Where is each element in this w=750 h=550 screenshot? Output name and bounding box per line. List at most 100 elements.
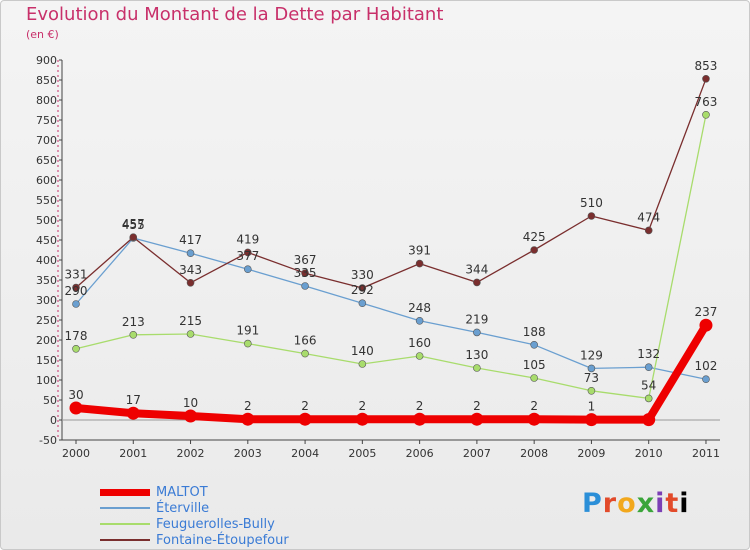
data-label-0: 2: [473, 399, 481, 413]
legend-swatch: [100, 523, 150, 525]
y-tick-label: 850: [36, 74, 57, 87]
data-label-2: 166: [294, 334, 317, 348]
data-point-2: [415, 352, 424, 360]
data-label-1: 132: [637, 347, 660, 361]
data-label-1: 455: [122, 218, 145, 232]
y-tick-label: 50: [43, 394, 57, 407]
logo-letter: P: [582, 488, 603, 519]
data-label-1: 102: [695, 359, 718, 373]
data-point-3: [72, 283, 80, 292]
data-point-0: [470, 412, 484, 426]
y-tick-label: 600: [36, 174, 57, 187]
x-tick-label: 2009: [577, 447, 605, 460]
data-label-2: 215: [179, 314, 202, 328]
data-point-0: [642, 413, 656, 427]
data-point-2: [473, 364, 481, 372]
y-tick-label: 150: [36, 354, 57, 367]
logo-letter: o: [617, 488, 637, 519]
data-point-3: [129, 233, 138, 241]
data-label-0: 1: [588, 400, 596, 414]
data-label-0: 2: [416, 399, 424, 413]
data-point-2: [186, 330, 195, 338]
data-point-2: [644, 394, 653, 403]
y-tick-label: 450: [36, 234, 57, 247]
legend-label: Éterville: [156, 500, 210, 516]
data-label-2: 130: [465, 348, 488, 362]
x-tick-label: 2003: [234, 447, 262, 460]
logo-letter: i: [679, 488, 690, 519]
x-tick-label: 2000: [62, 447, 90, 460]
data-label-0: 2: [530, 399, 538, 413]
data-point-1: [186, 249, 195, 257]
data-label-1: 129: [580, 348, 603, 362]
legend-label: Fontaine-Étoupefour: [156, 532, 289, 548]
data-point-1: [415, 316, 424, 325]
series-line-0: [75, 323, 710, 424]
data-point-1: [644, 363, 653, 372]
y-tick-label: 250: [36, 314, 57, 327]
data-point-3: [301, 269, 309, 278]
data-label-0: 2: [244, 399, 252, 413]
logo-letter: x: [636, 488, 656, 519]
data-point-0: [699, 318, 713, 332]
legend-item: MALTOT: [100, 484, 289, 500]
y-tick-label: 750: [36, 114, 57, 127]
data-label-3: 474: [637, 210, 660, 224]
data-label-0: 2: [359, 399, 367, 413]
data-point-0: [184, 409, 198, 423]
x-tick-label: 2006: [406, 447, 434, 460]
data-point-1: [72, 300, 80, 308]
data-label-1: 188: [523, 325, 546, 339]
data-label-1: 292: [351, 283, 374, 297]
data-point-0: [413, 412, 427, 426]
data-label-1: 248: [408, 301, 431, 315]
legend-item: Éterville: [100, 500, 289, 516]
data-label-3: 331: [65, 268, 88, 282]
x-tick-label: 2007: [463, 447, 491, 460]
series-line-3: [75, 78, 707, 289]
data-label-3: 343: [179, 263, 202, 277]
y-tick-label: 700: [36, 134, 57, 147]
data-label-2: 213: [122, 315, 145, 329]
data-label-3: 853: [695, 59, 718, 73]
series-line-1: [75, 237, 707, 380]
data-label-2: 191: [236, 324, 259, 338]
data-label-0: 10: [183, 396, 198, 410]
data-point-0: [241, 412, 255, 426]
data-point-0: [355, 412, 369, 426]
data-label-2: 763: [695, 95, 718, 109]
x-tick-label: 2002: [177, 447, 205, 460]
proxiti-logo: Proxiti: [582, 488, 690, 519]
data-point-3: [702, 75, 710, 83]
data-label-3: 510: [580, 196, 603, 210]
legend-item: Feuguerolles-Bully: [100, 516, 289, 532]
chart-data-labels: 30 17 10 2 2 2 2 2 2 1237290455417377335292248219…: [65, 59, 718, 414]
y-tick-label: 800: [36, 94, 57, 107]
data-point-2: [244, 339, 252, 348]
x-tick-label: 2004: [291, 447, 319, 460]
data-point-1: [587, 364, 596, 373]
y-tick-label: 650: [36, 154, 57, 167]
data-label-1: 335: [294, 266, 317, 280]
data-point-3: [587, 212, 596, 220]
data-label-2: 140: [351, 344, 374, 358]
data-point-2: [72, 344, 80, 353]
data-point-3: [473, 278, 481, 287]
data-point-2: [301, 349, 309, 358]
data-label-1: 377: [236, 249, 259, 263]
data-label-2: 178: [65, 329, 88, 343]
legend-swatch: [100, 507, 150, 509]
data-label-0: 237: [695, 305, 718, 319]
y-tick-label: 200: [36, 334, 57, 347]
y-tick-label: 100: [36, 374, 57, 387]
legend-swatch: [100, 539, 150, 541]
data-point-2: [129, 330, 138, 339]
y-tick-label: 500: [36, 214, 57, 227]
data-label-3: 391: [408, 244, 431, 258]
data-label-1: 417: [179, 233, 202, 247]
data-point-1: [473, 328, 481, 337]
data-label-3: 457: [122, 217, 145, 231]
data-label-3: 344: [465, 262, 488, 276]
data-label-3: 367: [294, 253, 317, 267]
